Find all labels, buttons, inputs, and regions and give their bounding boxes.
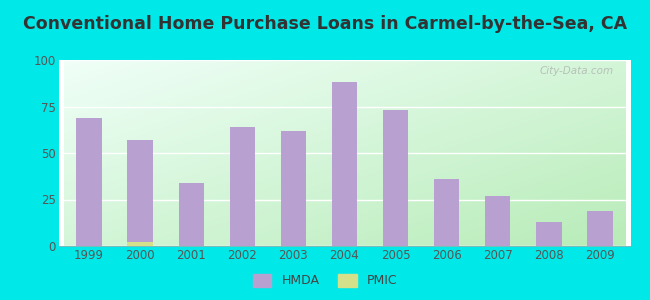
Legend: HMDA, PMIC: HMDA, PMIC: [246, 268, 404, 294]
Bar: [587, 211, 612, 246]
Bar: [383, 110, 408, 246]
Bar: [536, 222, 562, 246]
Bar: [332, 82, 358, 246]
Bar: [127, 140, 153, 246]
Bar: [127, 242, 153, 246]
Bar: [179, 183, 204, 246]
Bar: [77, 118, 102, 246]
Text: City-Data.com: City-Data.com: [540, 66, 614, 76]
Bar: [281, 131, 306, 246]
Bar: [229, 127, 255, 246]
Bar: [485, 196, 510, 246]
Text: Conventional Home Purchase Loans in Carmel-by-the-Sea, CA: Conventional Home Purchase Loans in Carm…: [23, 15, 627, 33]
Bar: [434, 179, 460, 246]
